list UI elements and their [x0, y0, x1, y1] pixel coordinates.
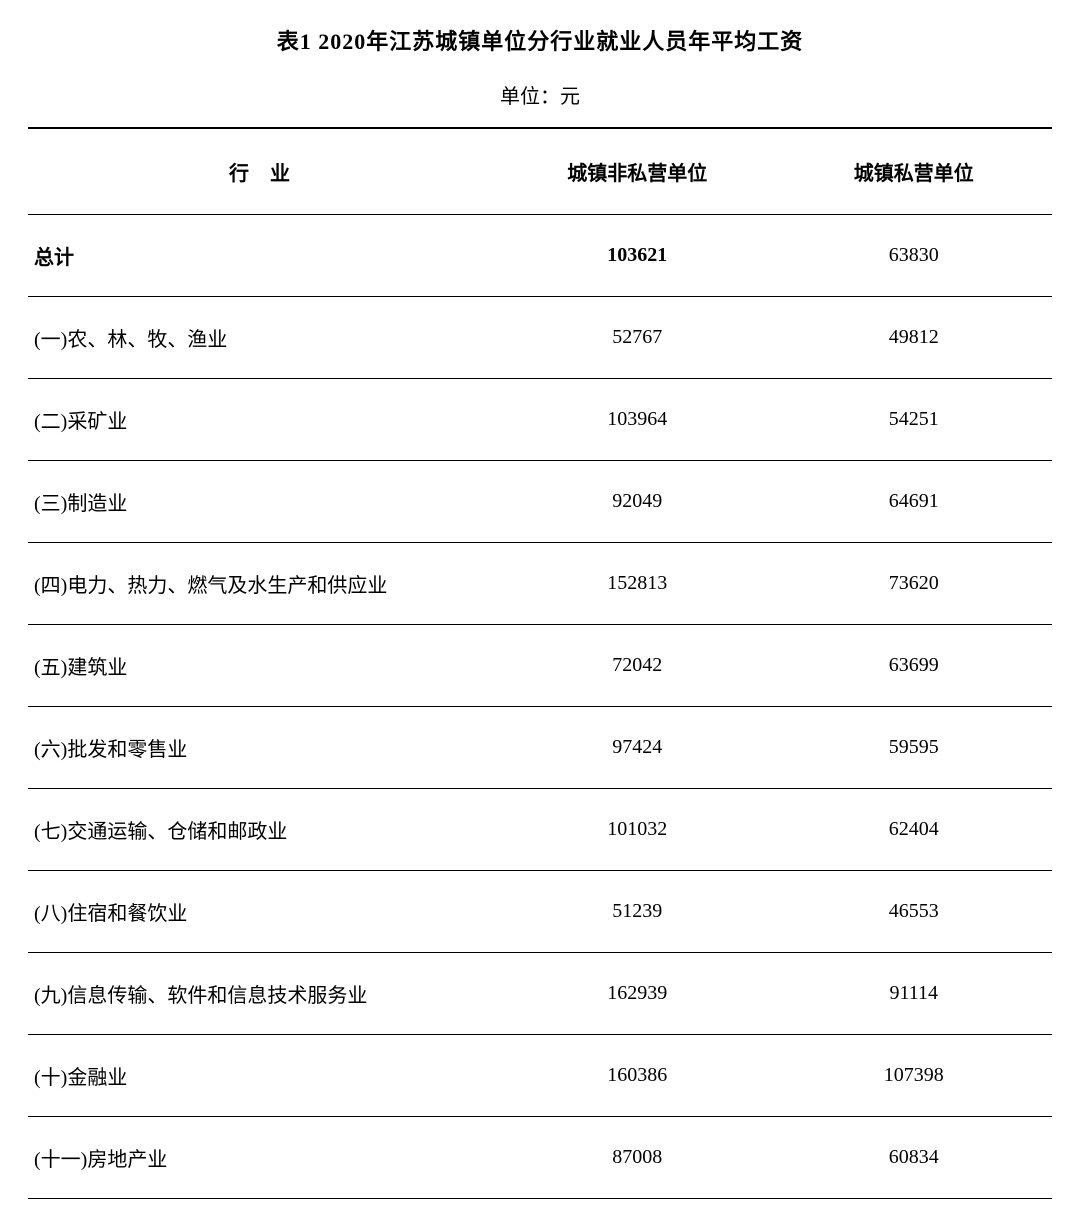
cell-non-private: 152813 — [499, 543, 775, 625]
cell-industry: (十)金融业 — [28, 1035, 499, 1117]
table-row: (九)信息传输、软件和信息技术服务业 162939 91114 — [28, 953, 1052, 1035]
cell-non-private: 160386 — [499, 1035, 775, 1117]
cell-industry: (十一)房地产业 — [28, 1117, 499, 1199]
col-header-private: 城镇私营单位 — [776, 128, 1053, 215]
cell-non-private: 87008 — [499, 1117, 775, 1199]
cell-non-private: 162939 — [499, 953, 775, 1035]
table-row: (六)批发和零售业 97424 59595 — [28, 707, 1052, 789]
table-row: (十一)房地产业 87008 60834 — [28, 1117, 1052, 1199]
cell-non-private: 103964 — [499, 379, 775, 461]
table-title: 表1 2020年江苏城镇单位分行业就业人员年平均工资 — [28, 24, 1052, 56]
cell-industry: (八)住宿和餐饮业 — [28, 871, 499, 953]
cell-private: 64691 — [776, 461, 1053, 543]
col-header-non-private: 城镇非私营单位 — [499, 128, 775, 215]
cell-industry: (三)制造业 — [28, 461, 499, 543]
table-row: (四)电力、热力、燃气及水生产和供应业 152813 73620 — [28, 543, 1052, 625]
cell-non-private: 97424 — [499, 707, 775, 789]
table-row: (二)采矿业 103964 54251 — [28, 379, 1052, 461]
cell-private: 54251 — [776, 379, 1053, 461]
cell-private: 63830 — [776, 215, 1053, 297]
cell-private: 63699 — [776, 625, 1053, 707]
cell-private: 107398 — [776, 1035, 1053, 1117]
cell-industry: 总计 — [28, 215, 499, 297]
cell-non-private: 101032 — [499, 789, 775, 871]
salary-table: 行 业 城镇非私营单位 城镇私营单位 总计 103621 63830 (一)农、… — [28, 127, 1052, 1199]
cell-private: 62404 — [776, 789, 1053, 871]
cell-private: 49812 — [776, 297, 1053, 379]
cell-non-private: 103621 — [499, 215, 775, 297]
unit-label: 单位：元 — [28, 80, 1052, 109]
cell-non-private: 72042 — [499, 625, 775, 707]
cell-private: 46553 — [776, 871, 1053, 953]
cell-industry: (六)批发和零售业 — [28, 707, 499, 789]
cell-industry: (五)建筑业 — [28, 625, 499, 707]
table-row: (八)住宿和餐饮业 51239 46553 — [28, 871, 1052, 953]
table-header-row: 行 业 城镇非私营单位 城镇私营单位 — [28, 128, 1052, 215]
table-row: (五)建筑业 72042 63699 — [28, 625, 1052, 707]
table-row: (一)农、林、牧、渔业 52767 49812 — [28, 297, 1052, 379]
table-body: 总计 103621 63830 (一)农、林、牧、渔业 52767 49812 … — [28, 215, 1052, 1199]
cell-private: 60834 — [776, 1117, 1053, 1199]
cell-private: 91114 — [776, 953, 1053, 1035]
cell-non-private: 51239 — [499, 871, 775, 953]
cell-non-private: 52767 — [499, 297, 775, 379]
cell-non-private: 92049 — [499, 461, 775, 543]
cell-industry: (七)交通运输、仓储和邮政业 — [28, 789, 499, 871]
col-header-industry: 行 业 — [28, 128, 499, 215]
cell-industry: (四)电力、热力、燃气及水生产和供应业 — [28, 543, 499, 625]
cell-private: 73620 — [776, 543, 1053, 625]
cell-private: 59595 — [776, 707, 1053, 789]
table-row: (十)金融业 160386 107398 — [28, 1035, 1052, 1117]
cell-industry: (二)采矿业 — [28, 379, 499, 461]
cell-industry: (一)农、林、牧、渔业 — [28, 297, 499, 379]
table-row: (七)交通运输、仓储和邮政业 101032 62404 — [28, 789, 1052, 871]
table-row: (三)制造业 92049 64691 — [28, 461, 1052, 543]
table-row: 总计 103621 63830 — [28, 215, 1052, 297]
cell-industry: (九)信息传输、软件和信息技术服务业 — [28, 953, 499, 1035]
